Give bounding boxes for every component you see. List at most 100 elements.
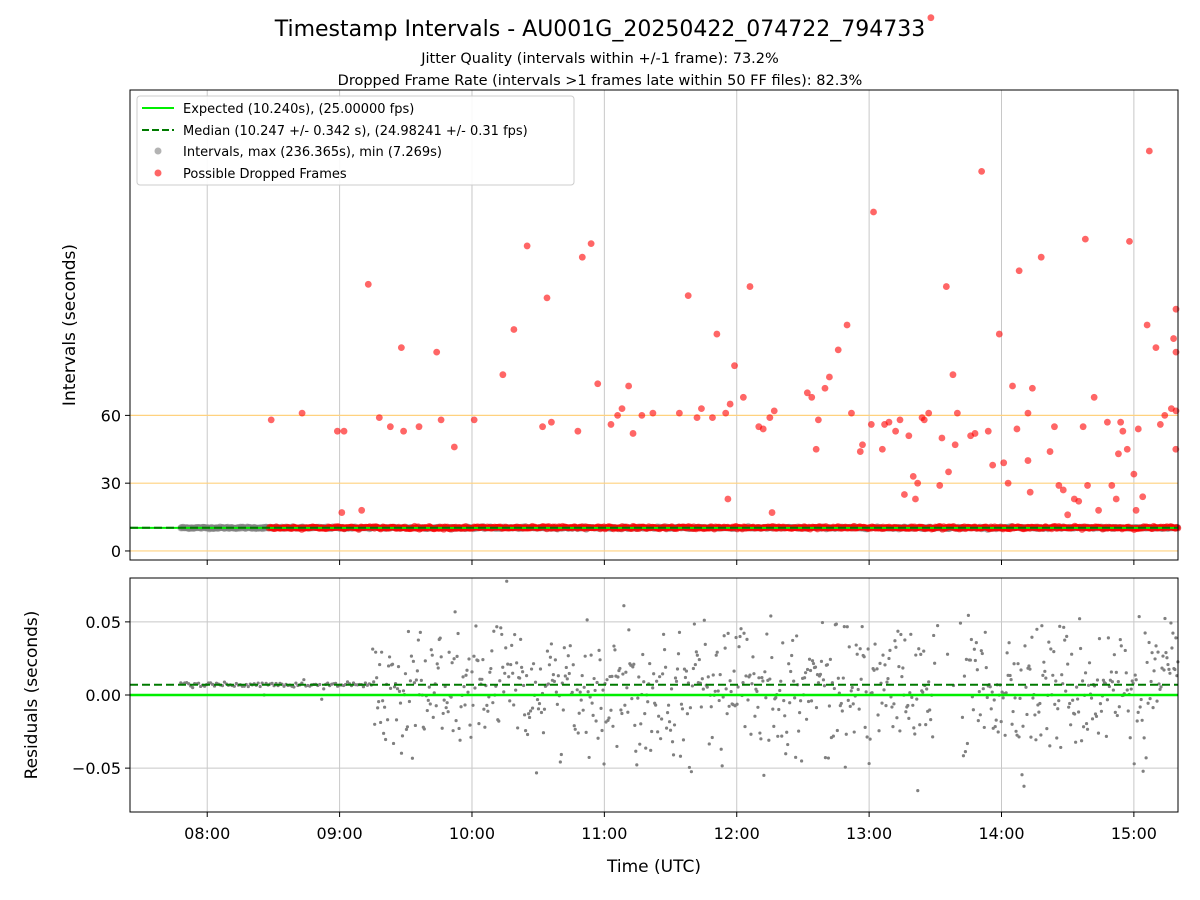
- dropped-frame-outlier: [885, 418, 893, 426]
- residual-point: [1074, 740, 1078, 744]
- residual-point: [667, 720, 672, 724]
- residual-point: [822, 684, 827, 688]
- residual-point: [1134, 678, 1138, 682]
- residual-point: [1136, 710, 1140, 714]
- residual-point: [1058, 624, 1062, 628]
- residual-point: [388, 686, 393, 690]
- residual-point: [1040, 624, 1044, 628]
- jitter-quality-subtitle: Jitter Quality (intervals within +/-1 fr…: [420, 51, 779, 67]
- residual-point: [810, 659, 815, 663]
- residual-point: [575, 688, 579, 692]
- dropped-frame-outlier: [629, 430, 637, 437]
- residual-point: [527, 715, 532, 720]
- residual-point: [1145, 660, 1149, 665]
- residual-point: [459, 705, 463, 709]
- residual-point: [422, 727, 426, 731]
- dropped-frame-outlier: [867, 421, 875, 428]
- residual-point: [626, 710, 630, 714]
- residuals-points: [179, 579, 1180, 793]
- dropped-frame-outlier: [594, 380, 602, 388]
- residual-point: [624, 670, 628, 674]
- dropped-frame-outlier: [340, 427, 348, 435]
- residual-point: [1068, 701, 1072, 706]
- residual-point: [690, 684, 694, 688]
- residual-point: [597, 648, 601, 653]
- residual-point: [636, 696, 640, 700]
- residual-point: [486, 709, 490, 713]
- dropped-frame-outlier: [909, 472, 917, 480]
- residual-point: [688, 706, 693, 710]
- dropped-frame-outlier: [1013, 425, 1021, 433]
- residual-point: [589, 653, 593, 657]
- dropped-frame-outlier: [433, 348, 441, 356]
- residual-point: [1141, 769, 1145, 773]
- residual-point: [900, 675, 904, 679]
- residual-point: [737, 645, 741, 649]
- dropped-frame-outlier: [896, 416, 904, 424]
- dropped-frame-outlier: [945, 468, 952, 476]
- residual-point: [894, 645, 898, 649]
- residual-point: [631, 665, 635, 669]
- residual-point: [1029, 735, 1033, 739]
- residual-point: [765, 632, 769, 636]
- residual-point: [551, 672, 555, 677]
- residual-point: [803, 671, 808, 675]
- residual-point: [605, 678, 609, 682]
- residual-point: [891, 725, 895, 729]
- residual-point: [1155, 699, 1159, 703]
- residual-point: [1111, 688, 1115, 692]
- residual-point: [844, 732, 848, 736]
- residual-point: [1161, 654, 1165, 658]
- residual-point: [978, 713, 982, 717]
- residual-point: [980, 651, 984, 656]
- legend-intervals-label: Intervals, max (236.365s), min (7.269s): [183, 145, 442, 160]
- residual-point: [519, 637, 523, 641]
- residual-point: [396, 665, 401, 669]
- residual-point: [412, 681, 416, 685]
- residual-point: [1007, 641, 1011, 645]
- residual-point: [668, 728, 673, 732]
- residual-point: [1142, 736, 1146, 740]
- dropped-frame-outlier: [1172, 445, 1180, 453]
- residual-point: [831, 734, 835, 738]
- residual-point: [687, 765, 692, 770]
- residual-point: [794, 755, 798, 759]
- residual-point: [795, 634, 799, 638]
- residual-point: [524, 674, 529, 678]
- residuals-y-tick-label: 0.05: [85, 613, 121, 632]
- residual-point: [878, 661, 882, 665]
- dropped-frame-rate-subtitle: Dropped Frame Rate (intervals >1 frames …: [338, 73, 863, 89]
- residual-point: [469, 735, 473, 739]
- residual-point: [877, 729, 881, 733]
- residual-point: [526, 712, 531, 716]
- residual-point: [507, 675, 511, 679]
- residual-point: [498, 679, 502, 683]
- residual-point: [593, 688, 597, 693]
- residual-point: [1105, 698, 1109, 702]
- residual-point: [1128, 736, 1132, 740]
- dropped-frame-outlier: [1139, 493, 1147, 501]
- residual-point: [1023, 644, 1027, 648]
- residual-point: [1137, 615, 1141, 619]
- residual-point: [621, 672, 625, 676]
- residual-point: [770, 655, 774, 660]
- time-x-tick-label: 10:00: [449, 824, 495, 843]
- residual-point: [1064, 689, 1068, 693]
- residual-point: [1030, 635, 1034, 639]
- dropped-frame-outlier: [914, 479, 922, 487]
- residual-point: [909, 632, 913, 636]
- time-x-axis-label: Time (UTC): [606, 857, 701, 877]
- residual-point: [864, 690, 868, 694]
- dropped-frame-outlier: [925, 409, 933, 417]
- dropped-frame-outlier: [1170, 335, 1177, 342]
- residual-point: [1148, 696, 1152, 701]
- residual-point: [771, 707, 775, 711]
- dropped-frame-outlier: [848, 409, 855, 417]
- residual-point: [850, 685, 854, 690]
- dropped-frame-outlier: [768, 509, 776, 516]
- residual-point: [860, 625, 864, 629]
- residual-point: [960, 715, 965, 719]
- dropped-frame-outlier: [770, 407, 778, 415]
- residual-point: [945, 652, 950, 656]
- dropped-frame-outlier: [1000, 459, 1008, 467]
